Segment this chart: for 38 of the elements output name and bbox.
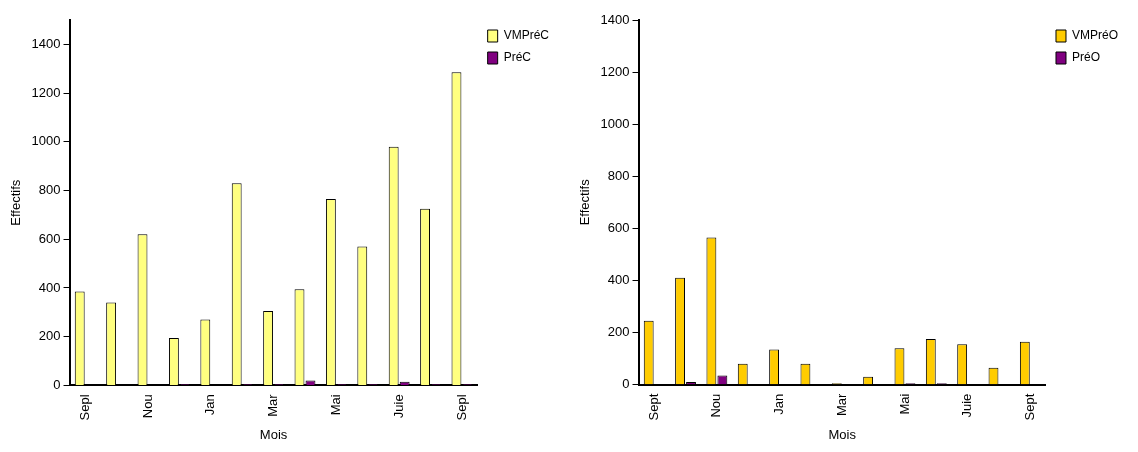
y-tick-label: 600	[38, 230, 61, 246]
y-tick-label: 800	[38, 182, 61, 198]
legend-label: VMPréC	[503, 28, 550, 43]
x-tick-label: Mar	[833, 392, 849, 417]
x-tick-label: Juie	[390, 394, 406, 419]
y-tick-label: 0	[622, 376, 630, 392]
x-tick-label: Jan	[202, 394, 218, 416]
x-axis-title: Mois	[828, 426, 857, 442]
x-tick-label: Jan	[771, 393, 787, 415]
x-tick-label: Sept	[1021, 393, 1037, 421]
legend-label: PréC	[503, 50, 532, 65]
legend-label: PréO	[1071, 50, 1101, 65]
x-tick-label: Sept	[645, 393, 661, 421]
y-tick-label: 1200	[31, 84, 61, 100]
legend-label: VMPréO	[1071, 28, 1119, 43]
x-tick-label: Nou	[708, 393, 724, 418]
x-tick-label: Mar	[265, 393, 281, 417]
y-tick-label: 1200	[600, 63, 630, 79]
y-tick-label: 1400	[600, 11, 630, 27]
x-axis-title: Mois	[259, 426, 288, 442]
y-tick-label: 600	[607, 219, 630, 235]
x-tick-label: Juie	[959, 393, 975, 418]
y-tick-label: 800	[607, 167, 630, 183]
y-tick-label: 0	[53, 376, 61, 392]
x-tick-label: Sepl	[453, 394, 469, 421]
x-tick-label: Sepl	[76, 394, 92, 421]
y-tick-label: 200	[38, 328, 61, 344]
y-tick-label: 1000	[31, 133, 61, 149]
x-tick-label: Mai	[896, 393, 912, 415]
y-tick-label: 1400	[31, 35, 61, 51]
y-tick-label: 400	[38, 279, 61, 295]
y-tick-label: 1000	[600, 115, 630, 131]
y-tick-label: 200	[607, 324, 630, 340]
x-tick-label: Nou	[139, 394, 155, 419]
y-axis-title: Effectifs	[577, 178, 593, 226]
y-axis-title: Effectifs	[8, 179, 24, 226]
y-tick-label: 400	[607, 272, 630, 288]
x-tick-label: Mai	[327, 394, 343, 416]
